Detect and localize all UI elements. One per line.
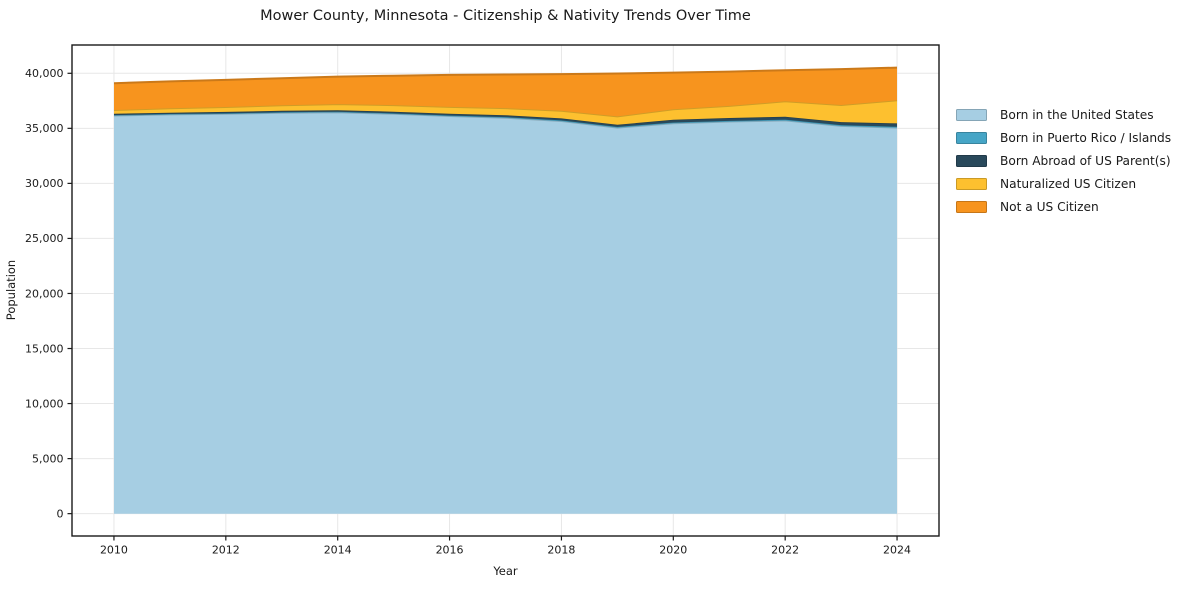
x-tick-label: 2018 [547,544,575,557]
area-born-abroad [114,110,897,127]
x-tick-label: 2024 [883,544,911,557]
legend-swatch-naturalized [956,177,987,190]
legend-item-born-puerto-rico: Born in Puerto Rico / Islands [956,130,1172,145]
legend-swatch-not-citizen [956,200,987,213]
chart-title: Mower County, Minnesota - Citizenship & … [260,8,751,24]
x-tick-label: 2020 [659,544,687,557]
y-tick-label: 20,000 [25,287,64,300]
legend-label-naturalized: Naturalized US Citizen [1000,176,1137,191]
x-tick-label: 2022 [771,544,799,557]
area-not-citizen [114,67,897,117]
y-tick-label: 35,000 [25,122,64,135]
x-tick-label: 2010 [100,544,128,557]
legend-label-born-puerto-rico: Born in Puerto Rico / Islands [1000,130,1172,145]
area-born-us [114,112,897,514]
area-edge-not-citizen [113,66,898,85]
y-axis-label: Population [4,259,18,321]
legend-item-not-citizen: Not a US Citizen [956,199,1171,214]
x-tick-label: 2016 [436,544,464,557]
x-axis-label: Year [493,564,518,578]
legend-label-born-abroad: Born Abroad of US Parent(s) [1000,153,1171,168]
legend-item-born-abroad: Born Abroad of US Parent(s) [956,153,1171,168]
y-tick-label: 25,000 [25,232,64,245]
legend-label-born-us: Born in the United States [1000,107,1154,122]
area-naturalized [114,100,897,125]
legend-label-not-citizen: Not a US Citizen [1000,199,1099,214]
legend-swatch-born-us [956,108,987,121]
y-tick-label: 30,000 [25,177,64,190]
y-tick-label: 0 [57,507,64,520]
y-tick-label: 5,000 [32,452,64,465]
plot-border [71,44,940,537]
legend: Born in the United States Born in Puerto… [956,107,1172,214]
x-tick-label: 2012 [212,544,240,557]
x-tick-label: 2014 [324,544,352,557]
legend-swatch-born-puerto-rico [956,131,987,144]
legend-swatch-born-abroad [956,154,987,167]
y-tick-label: 10,000 [25,397,64,410]
y-tick-label: 15,000 [25,342,64,355]
legend-item-born-us: Born in the United States [956,107,1171,122]
legend-item-naturalized: Naturalized US Citizen [956,176,1171,191]
y-tick-label: 40,000 [25,67,64,80]
